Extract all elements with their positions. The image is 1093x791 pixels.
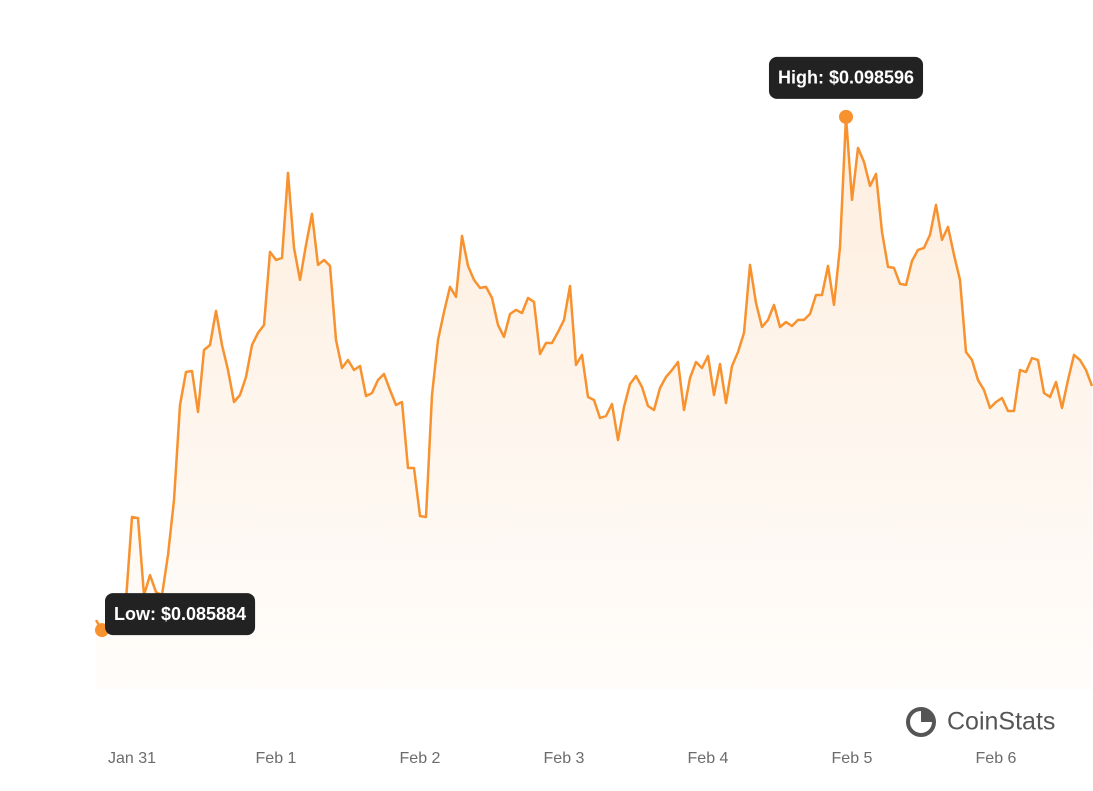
tooltip-label: High: $0.098596 [778, 68, 914, 88]
x-tick-label: Feb 6 [976, 750, 1017, 767]
tooltip-box [105, 593, 256, 636]
watermark: CoinStats [947, 708, 1055, 736]
x-tick-label: Feb 3 [544, 750, 585, 767]
x-tick-label: Feb 1 [256, 750, 297, 767]
x-tick-label: Feb 5 [832, 750, 873, 767]
watermark-logo [906, 707, 936, 737]
price-line [94, 115, 1093, 632]
tooltip-label: Low: $0.085884 [114, 604, 246, 624]
tooltip-box [768, 56, 924, 99]
extreme-dot [839, 109, 853, 124]
x-tick-label: Feb 4 [688, 750, 729, 767]
x-tick-label: Jan 31 [108, 750, 156, 767]
x-tick-label: Feb 2 [400, 750, 441, 767]
